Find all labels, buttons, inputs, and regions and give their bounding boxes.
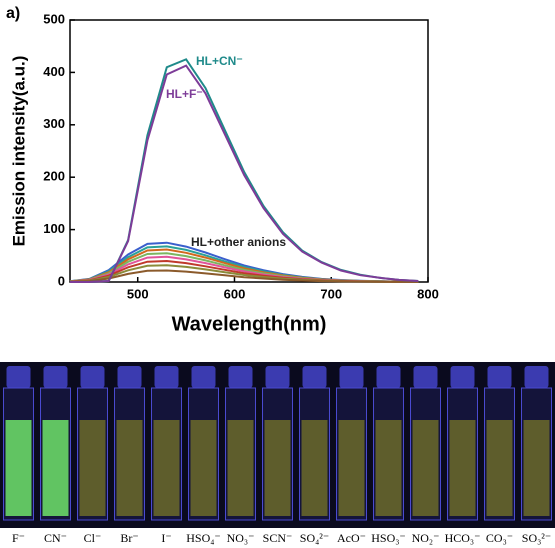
vial-label: SO₃²⁻ xyxy=(522,531,551,545)
plot-frame xyxy=(69,19,429,283)
vial-solution xyxy=(449,420,476,516)
vial-label: HSO₄⁻ xyxy=(186,531,221,545)
vial-cap xyxy=(302,366,327,388)
annotation: HL+F⁻ xyxy=(166,87,203,101)
x-axis-label: Wavelength(nm) xyxy=(172,313,327,335)
x-tick-label: 500 xyxy=(127,286,149,301)
vial-solution xyxy=(301,420,328,516)
vial-solution xyxy=(412,420,439,516)
vial-solution xyxy=(338,420,365,516)
vial-cap xyxy=(376,366,401,388)
vial-cap xyxy=(154,366,179,388)
vial-solution xyxy=(264,420,291,516)
y-tick-label: 400 xyxy=(43,64,65,79)
vial-label: CN⁻ xyxy=(44,531,67,545)
vial-cap xyxy=(228,366,253,388)
annotation: HL+other anions xyxy=(191,235,286,249)
x-tick-label: 600 xyxy=(224,286,246,301)
vial-cap xyxy=(450,366,475,388)
vial-solution xyxy=(523,420,550,516)
series-line xyxy=(69,269,419,283)
vial-solution xyxy=(375,420,402,516)
vial-label: AcO⁻ xyxy=(337,531,366,545)
vial-cap xyxy=(487,366,512,388)
y-tick-label: 300 xyxy=(43,116,65,131)
y-tick-label: 0 xyxy=(58,273,65,288)
x-tick-label: 800 xyxy=(417,286,439,301)
vial-cap xyxy=(43,366,68,388)
y-tick-label: 200 xyxy=(43,169,65,184)
y-axis-label: Emission intensity(a.u.) xyxy=(9,56,28,247)
vial-label: I⁻ xyxy=(161,531,171,545)
vial-label: CO₃⁻ xyxy=(486,531,513,545)
vial-solution xyxy=(42,420,69,516)
vial-solution xyxy=(190,420,217,516)
vial-label: NO₃⁻ xyxy=(227,531,255,545)
vial-cap xyxy=(339,366,364,388)
vial-cap xyxy=(80,366,105,388)
vial-solution xyxy=(5,420,32,516)
vial-cap xyxy=(117,366,142,388)
vial-cap xyxy=(6,366,31,388)
vial-solution xyxy=(486,420,513,516)
vial-label: HCO₃⁻ xyxy=(445,531,481,545)
vial-solution xyxy=(153,420,180,516)
vial-solution xyxy=(79,420,106,516)
vial-label: Br⁻ xyxy=(120,531,138,545)
vial-solution xyxy=(116,420,143,516)
series-line xyxy=(70,64,419,283)
x-tick-label: 700 xyxy=(320,286,342,301)
vial-label: SO₄²⁻ xyxy=(300,531,329,545)
vial-label: F⁻ xyxy=(12,531,25,545)
vial-cap xyxy=(524,366,549,388)
y-tick-label: 100 xyxy=(43,221,65,236)
vial-solution xyxy=(227,420,254,516)
vial-label: Cl⁻ xyxy=(84,531,102,545)
vial-label: HSO₃⁻ xyxy=(371,531,406,545)
vial-label: NO₂⁻ xyxy=(412,531,440,545)
y-tick-label: 500 xyxy=(43,11,65,26)
vial-label: SCN⁻ xyxy=(263,531,293,545)
annotation: HL+CN⁻ xyxy=(196,54,243,68)
vial-cap xyxy=(413,366,438,388)
vial-cap xyxy=(265,366,290,388)
panel-label: a) xyxy=(6,5,20,22)
vial-cap xyxy=(191,366,216,388)
